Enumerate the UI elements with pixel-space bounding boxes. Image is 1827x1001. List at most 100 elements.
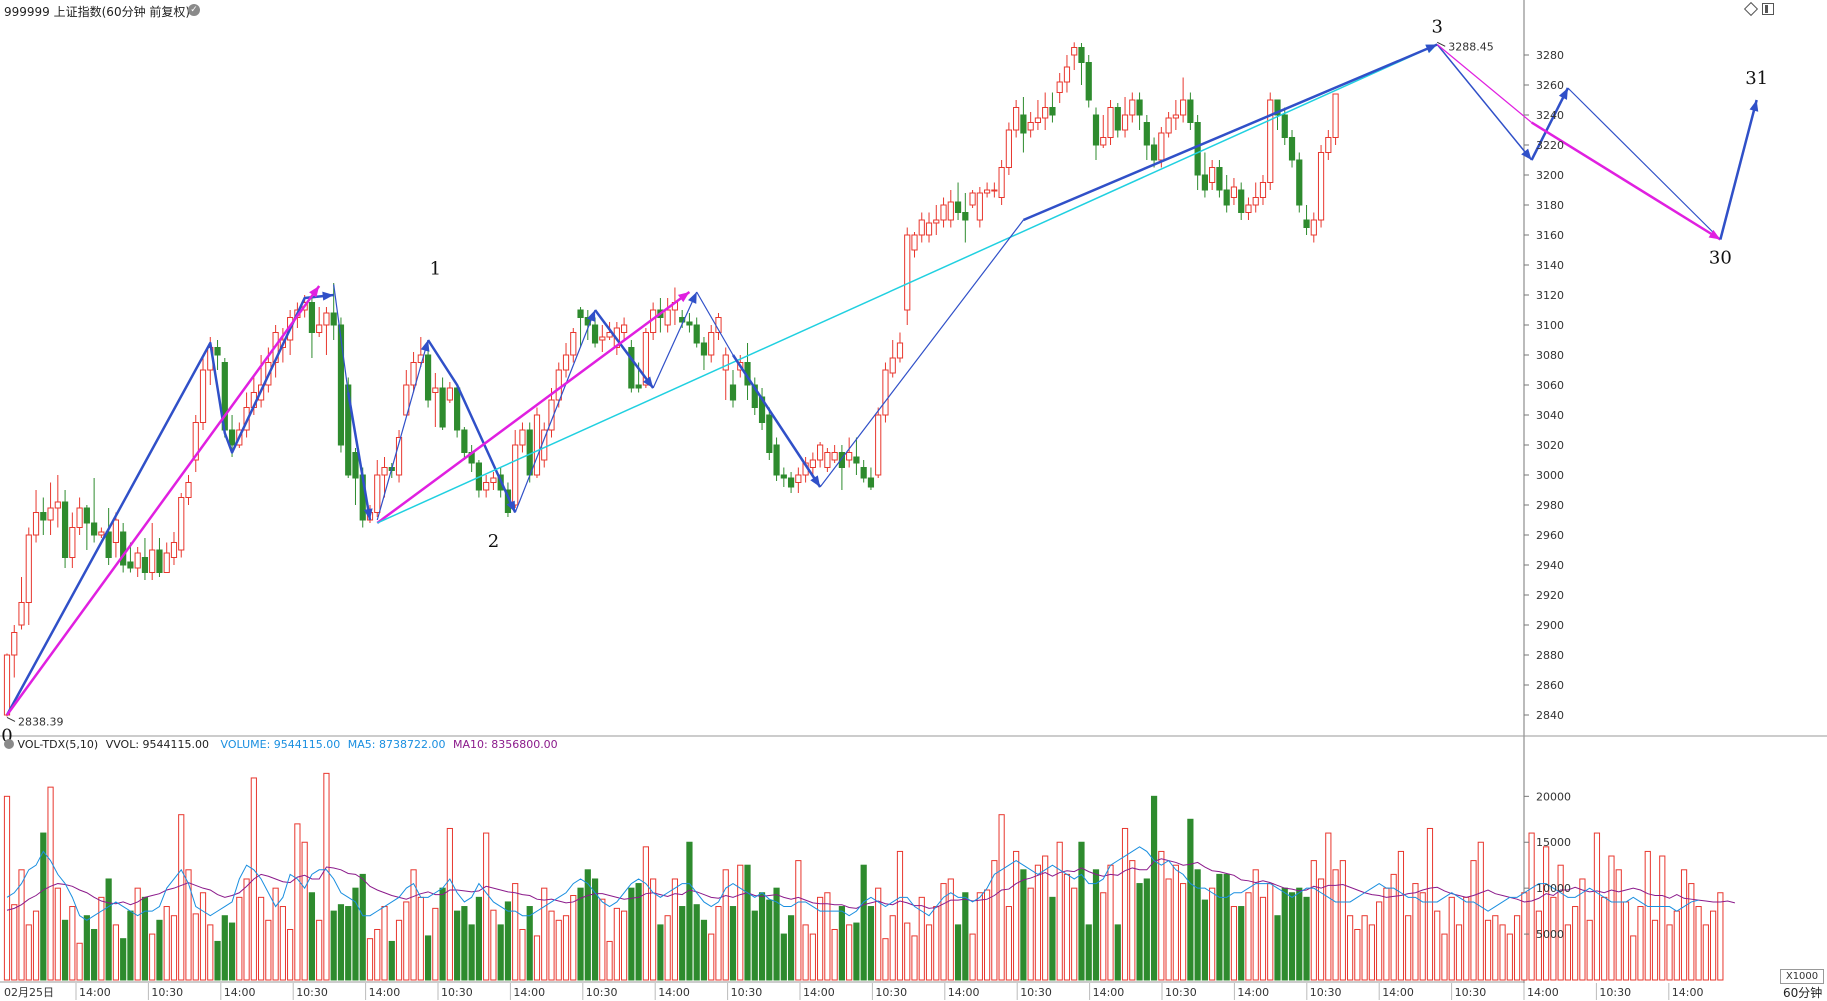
volume-bar [591, 878, 599, 981]
wave-line [652, 291, 698, 389]
volume-bar [1027, 887, 1034, 981]
volume-bar [1470, 860, 1477, 981]
candle-body [1005, 129, 1012, 168]
wave-line [1022, 43, 1438, 222]
candle-body [395, 437, 403, 476]
candle-body [446, 387, 453, 401]
wave-line [594, 309, 655, 389]
candle-body [337, 324, 345, 446]
volume-bar [570, 895, 577, 981]
volume-bar [308, 892, 316, 981]
candle-body [722, 354, 729, 371]
candle-body [228, 429, 236, 446]
candle-body [1180, 99, 1187, 116]
candle-body [693, 324, 700, 344]
wave-line [346, 392, 372, 521]
diamond-icon[interactable] [1743, 1, 1759, 17]
candle-body [1150, 144, 1158, 161]
volume-bar [156, 919, 163, 981]
volume-bar [1484, 919, 1492, 981]
price-tick-label: 2860 [1536, 679, 1564, 692]
volume-bar [403, 901, 410, 981]
volume-bar [1223, 873, 1230, 981]
time-label: 10:30 [1020, 986, 1052, 999]
volume-bar [1281, 887, 1288, 981]
wave-lines [5, 43, 1759, 716]
candle-body [976, 192, 983, 221]
candle-body [1259, 182, 1267, 198]
volume-bar [1056, 841, 1063, 981]
candle-body [1100, 137, 1107, 146]
wave-arrowhead [322, 291, 334, 301]
volume-bar [1492, 915, 1499, 981]
volume-bar [352, 887, 359, 981]
indicator-settings-icon[interactable] [4, 739, 14, 749]
candle-body [1252, 197, 1259, 206]
volume-bar [809, 933, 816, 981]
volume-header: VOL-TDX(5,10) VVOL: 9544115.00 VOLUME: 9… [0, 738, 800, 754]
candle-body [214, 347, 221, 356]
wave-arrowhead [586, 310, 596, 322]
volume-bar [1637, 906, 1644, 981]
time-label: 10:30 [441, 986, 473, 999]
candle-body [918, 219, 925, 236]
wave-arrowhead [1749, 100, 1759, 112]
candle-body [1078, 47, 1085, 63]
volume-bar [192, 913, 199, 981]
candle-body [1165, 117, 1172, 134]
candle-body [316, 324, 323, 333]
volume-bar [345, 906, 352, 981]
candle-body [947, 201, 954, 221]
wave-arrowhead [309, 286, 320, 298]
volume-bar [294, 823, 301, 981]
volume-bar [1317, 878, 1325, 981]
settings-icon[interactable]: ✓ [188, 4, 200, 16]
volume-bar [1651, 919, 1659, 981]
period-label[interactable]: 60分钟 [1783, 986, 1823, 1000]
candle-body [1027, 122, 1034, 131]
volume-bar [1085, 924, 1092, 981]
volume-bar [1121, 827, 1129, 981]
volume-bar [846, 924, 853, 981]
time-label: 14:00 [948, 986, 980, 999]
candle-body [1296, 159, 1303, 206]
candle-body [831, 452, 838, 461]
volume-bar [287, 928, 294, 981]
price-callout-line [6, 716, 16, 722]
volume-bar [998, 814, 1005, 981]
candle-body [1223, 189, 1230, 206]
volume-bar [1579, 878, 1586, 981]
volume-bar [272, 887, 279, 981]
volume-bar [475, 896, 482, 981]
volume-bar [1303, 896, 1310, 981]
price-tick-label: 2940 [1536, 559, 1564, 572]
price-callout-label: 3288.45 [1448, 40, 1494, 53]
volume-bar [1354, 928, 1361, 981]
candle-body [867, 477, 875, 488]
volume-bar [933, 906, 940, 981]
wave-line [819, 219, 1024, 488]
price-tick-label: 2880 [1536, 649, 1564, 662]
price-tick-label: 3080 [1536, 349, 1564, 362]
volume-bars [3, 772, 1724, 981]
volume-bar [228, 922, 236, 981]
candle-body [896, 342, 904, 359]
price-callout-line [1436, 41, 1446, 47]
volume-bar [1005, 906, 1012, 981]
candle-body [134, 552, 141, 569]
volume-bar [838, 906, 845, 981]
candle-body [410, 362, 417, 386]
panel-toggle-icon[interactable] [1762, 3, 1774, 15]
price-tick-label: 2960 [1536, 529, 1564, 542]
date-label: 02月25日 [4, 986, 54, 999]
candle-body [664, 309, 671, 326]
candle-body [621, 324, 628, 333]
candle-body [1209, 167, 1216, 183]
price-tick-label: 3140 [1536, 259, 1564, 272]
candle-body [766, 414, 773, 453]
price-tick-label: 3060 [1536, 379, 1564, 392]
volume-bar [61, 919, 69, 981]
candle-body [323, 312, 330, 326]
candle-body [984, 189, 991, 194]
